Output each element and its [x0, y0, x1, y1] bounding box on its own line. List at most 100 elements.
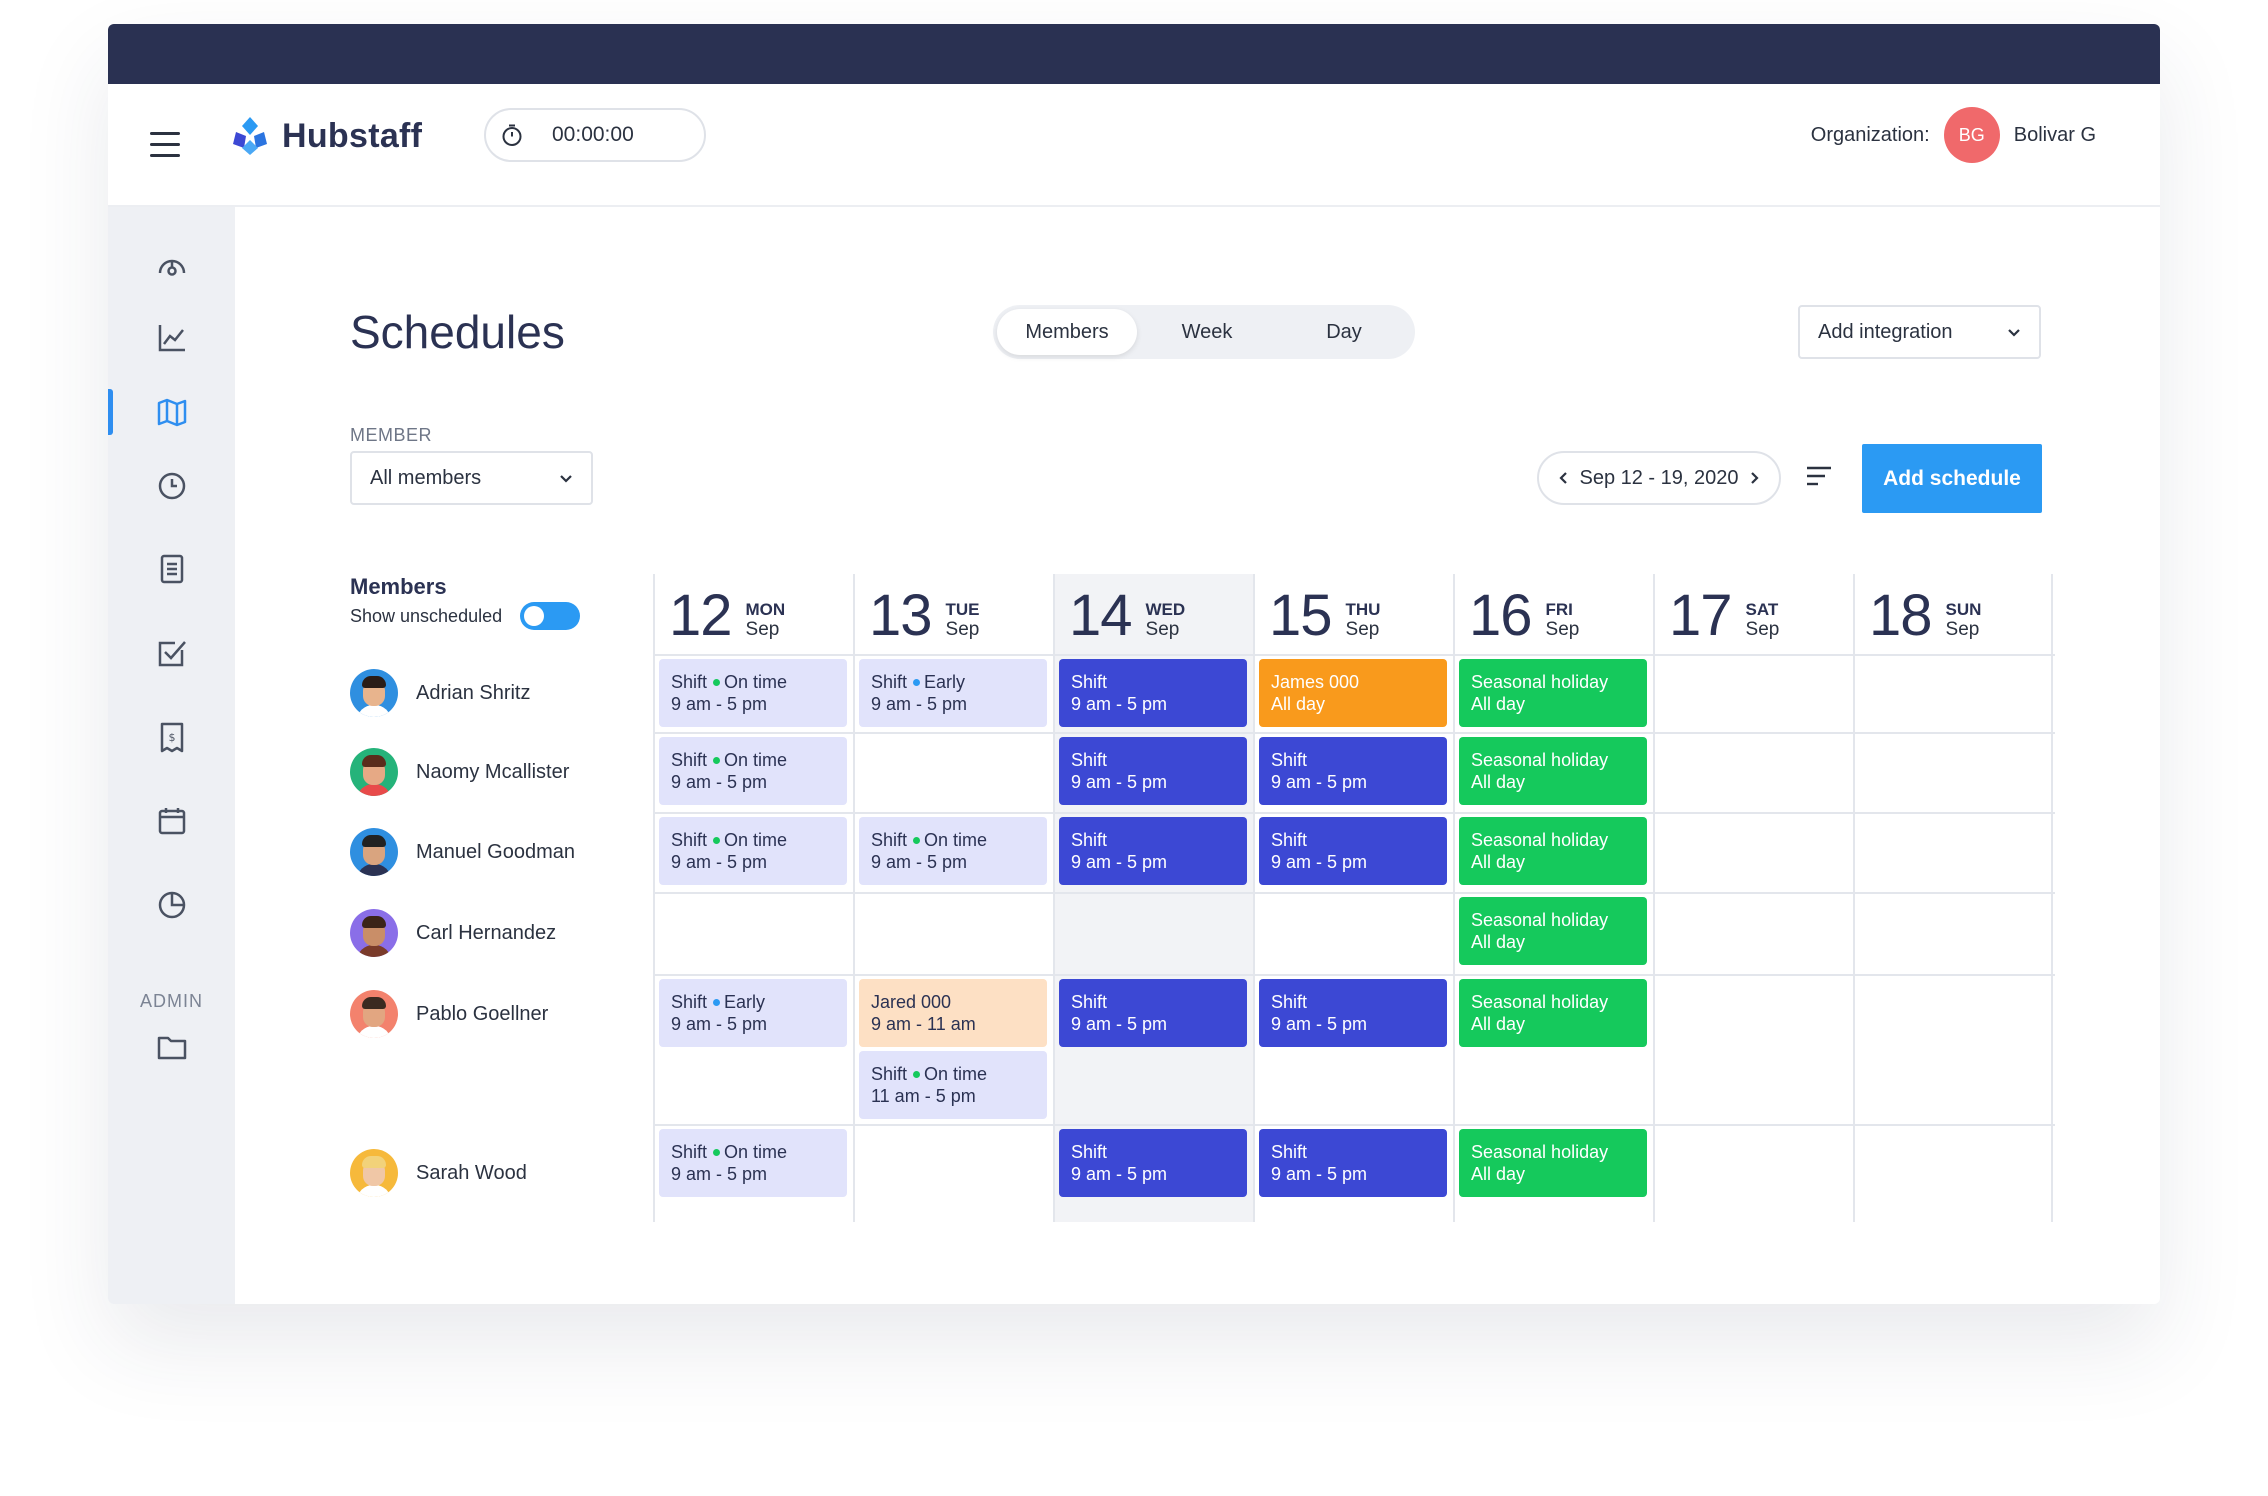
todo-check-icon	[158, 641, 186, 667]
day-month: Sep	[1345, 619, 1380, 640]
schedule-block[interactable]: Shift 9 am - 5 pm	[1259, 979, 1447, 1047]
schedule-block[interactable]: Shift On time 11 am - 5 pm	[859, 1051, 1047, 1119]
member-row[interactable]: Naomy Mcallister	[350, 748, 569, 796]
schedule-block[interactable]: Shift On time 9 am - 5 pm	[659, 1129, 847, 1197]
add-schedule-button[interactable]: Add schedule	[1862, 444, 2042, 513]
avatar-body	[357, 864, 391, 876]
block-title: Shift	[1071, 672, 1108, 692]
day-header: 15 THU Sep	[1269, 580, 1380, 650]
block-title: Shift	[1071, 992, 1108, 1012]
schedule-block[interactable]: Seasonal holiday All day	[1459, 659, 1647, 727]
member-filter-dropdown[interactable]: All members	[350, 451, 593, 505]
sidebar-item-dashboard[interactable]	[108, 237, 235, 295]
member-name: Adrian Shritz	[416, 681, 531, 704]
day-number: 17	[1669, 582, 1733, 648]
day-meta: TUE Sep	[946, 600, 980, 640]
member-row[interactable]: Pablo Goellner	[350, 990, 548, 1038]
sidebar-item-invoices[interactable]: $	[108, 708, 235, 766]
schedule-block[interactable]: Seasonal holiday All day	[1459, 1129, 1647, 1197]
block-title-line: Seasonal holiday	[1471, 1141, 1635, 1163]
block-time: 9 am - 5 pm	[1271, 1014, 1368, 1034]
schedule-block[interactable]: Seasonal holiday All day	[1459, 737, 1647, 805]
schedule-block[interactable]: Shift Early 9 am - 5 pm	[659, 979, 847, 1047]
avatar	[350, 669, 398, 717]
logo[interactable]: Hubstaff	[228, 114, 422, 158]
tab-day[interactable]: Day	[1326, 320, 1362, 343]
block-time: 9 am - 5 pm	[671, 1014, 768, 1034]
avatar	[350, 909, 398, 957]
schedule-block[interactable]: Shift 9 am - 5 pm	[1259, 1129, 1447, 1197]
schedule-block[interactable]: Shift 9 am - 5 pm	[1059, 737, 1247, 805]
block-title-line: Shift On time	[671, 1141, 835, 1163]
schedule-block[interactable]: Shift Early 9 am - 5 pm	[859, 659, 1047, 727]
sidebar-item-reports[interactable]	[108, 876, 235, 934]
sidebar-item-calendar[interactable]	[108, 792, 235, 850]
filter-icon[interactable]	[1806, 465, 1832, 487]
schedule-block[interactable]: Shift 9 am - 5 pm	[1059, 979, 1247, 1047]
chevron-left-icon[interactable]	[1555, 469, 1573, 487]
organization-name[interactable]: Bolivar G	[2013, 123, 2096, 146]
schedule-block[interactable]: Shift 9 am - 5 pm	[1259, 817, 1447, 885]
member-name: Sarah Wood	[416, 1161, 527, 1184]
avatar-hair	[362, 1156, 386, 1168]
row-divider	[653, 654, 2055, 656]
block-time: 9 am - 5 pm	[1271, 1164, 1368, 1184]
member-filter-value: All members	[370, 466, 482, 489]
schedule-block[interactable]: Shift 9 am - 5 pm	[1259, 737, 1447, 805]
chevron-down-icon	[560, 475, 572, 483]
member-row[interactable]: Sarah Wood	[350, 1149, 527, 1197]
block-title: Seasonal holiday	[1471, 992, 1609, 1012]
activity-chart-icon	[158, 325, 185, 352]
sidebar-item-timesheets[interactable]	[108, 540, 235, 598]
chevron-right-icon[interactable]	[1745, 469, 1763, 487]
block-status: On time	[924, 830, 988, 850]
schedule-block[interactable]: Jared 000 9 am - 11 am	[859, 979, 1047, 1047]
schedule-block[interactable]: Shift 9 am - 5 pm	[1059, 659, 1247, 727]
block-title-line: Seasonal holiday	[1471, 671, 1635, 693]
date-range-label[interactable]: Sep 12 - 19, 2020	[1579, 466, 1739, 489]
schedule-block[interactable]: Seasonal holiday All day	[1459, 979, 1647, 1047]
member-row[interactable]: Adrian Shritz	[350, 669, 531, 717]
schedule-block[interactable]: Seasonal holiday All day	[1459, 897, 1647, 965]
schedule-block[interactable]: Shift On time 9 am - 5 pm	[859, 817, 1047, 885]
block-status: On time	[724, 830, 788, 850]
schedule-block[interactable]: Shift 9 am - 5 pm	[1059, 1129, 1247, 1197]
member-row[interactable]: Carl Hernandez	[350, 909, 556, 957]
menu-icon[interactable]	[150, 132, 180, 158]
timer-widget[interactable]: 00:00:00	[484, 108, 706, 162]
sidebar-item-todos[interactable]	[108, 624, 235, 682]
tab-week[interactable]: Week	[1181, 320, 1233, 343]
day-number: 18	[1869, 582, 1933, 648]
sidebar-item-time[interactable]	[108, 457, 235, 515]
sidebar-item-map[interactable]	[108, 383, 235, 441]
row-divider	[653, 812, 2055, 814]
block-time: 9 am - 5 pm	[671, 694, 768, 714]
show-unscheduled-toggle[interactable]	[520, 602, 580, 630]
block-title-line: Shift Early	[871, 671, 1035, 693]
organization-avatar[interactable]: BG	[1943, 107, 2000, 163]
tab-members[interactable]: Members	[997, 309, 1137, 355]
day-header: 12 MON Sep	[669, 580, 785, 650]
schedule-block[interactable]: Shift On time 9 am - 5 pm	[659, 817, 847, 885]
block-time: 9 am - 5 pm	[671, 1164, 768, 1184]
sidebar-item-admin-folder[interactable]	[108, 1018, 235, 1076]
logo-text: Hubstaff	[282, 116, 423, 155]
schedule-block[interactable]: Shift 9 am - 5 pm	[1059, 817, 1247, 885]
date-range-picker: Sep 12 - 19, 2020	[1537, 451, 1781, 505]
sidebar-item-activity[interactable]	[108, 309, 235, 367]
schedule-block[interactable]: Seasonal holiday All day	[1459, 817, 1647, 885]
block-status: Early	[924, 672, 966, 692]
day-meta: WED Sep	[1146, 600, 1186, 640]
add-integration-dropdown[interactable]: Add integration	[1798, 305, 2041, 359]
organization-switcher[interactable]: Organization: BG Bolivar G	[1811, 106, 2096, 164]
schedule-block[interactable]: James 000 All day	[1259, 659, 1447, 727]
schedule-block[interactable]: Shift On time 9 am - 5 pm	[659, 737, 847, 805]
day-meta: THU Sep	[1346, 600, 1381, 640]
day-header: 18 SUN Sep	[1869, 580, 1981, 650]
schedule-block[interactable]: Shift On time 9 am - 5 pm	[659, 659, 847, 727]
block-title-line: James 000	[1271, 671, 1435, 693]
day-name: THU	[1345, 600, 1381, 619]
block-time: 9 am - 5 pm	[1071, 852, 1168, 872]
member-row[interactable]: Manuel Goodman	[350, 828, 575, 876]
day-header: 13 TUE Sep	[869, 580, 980, 650]
